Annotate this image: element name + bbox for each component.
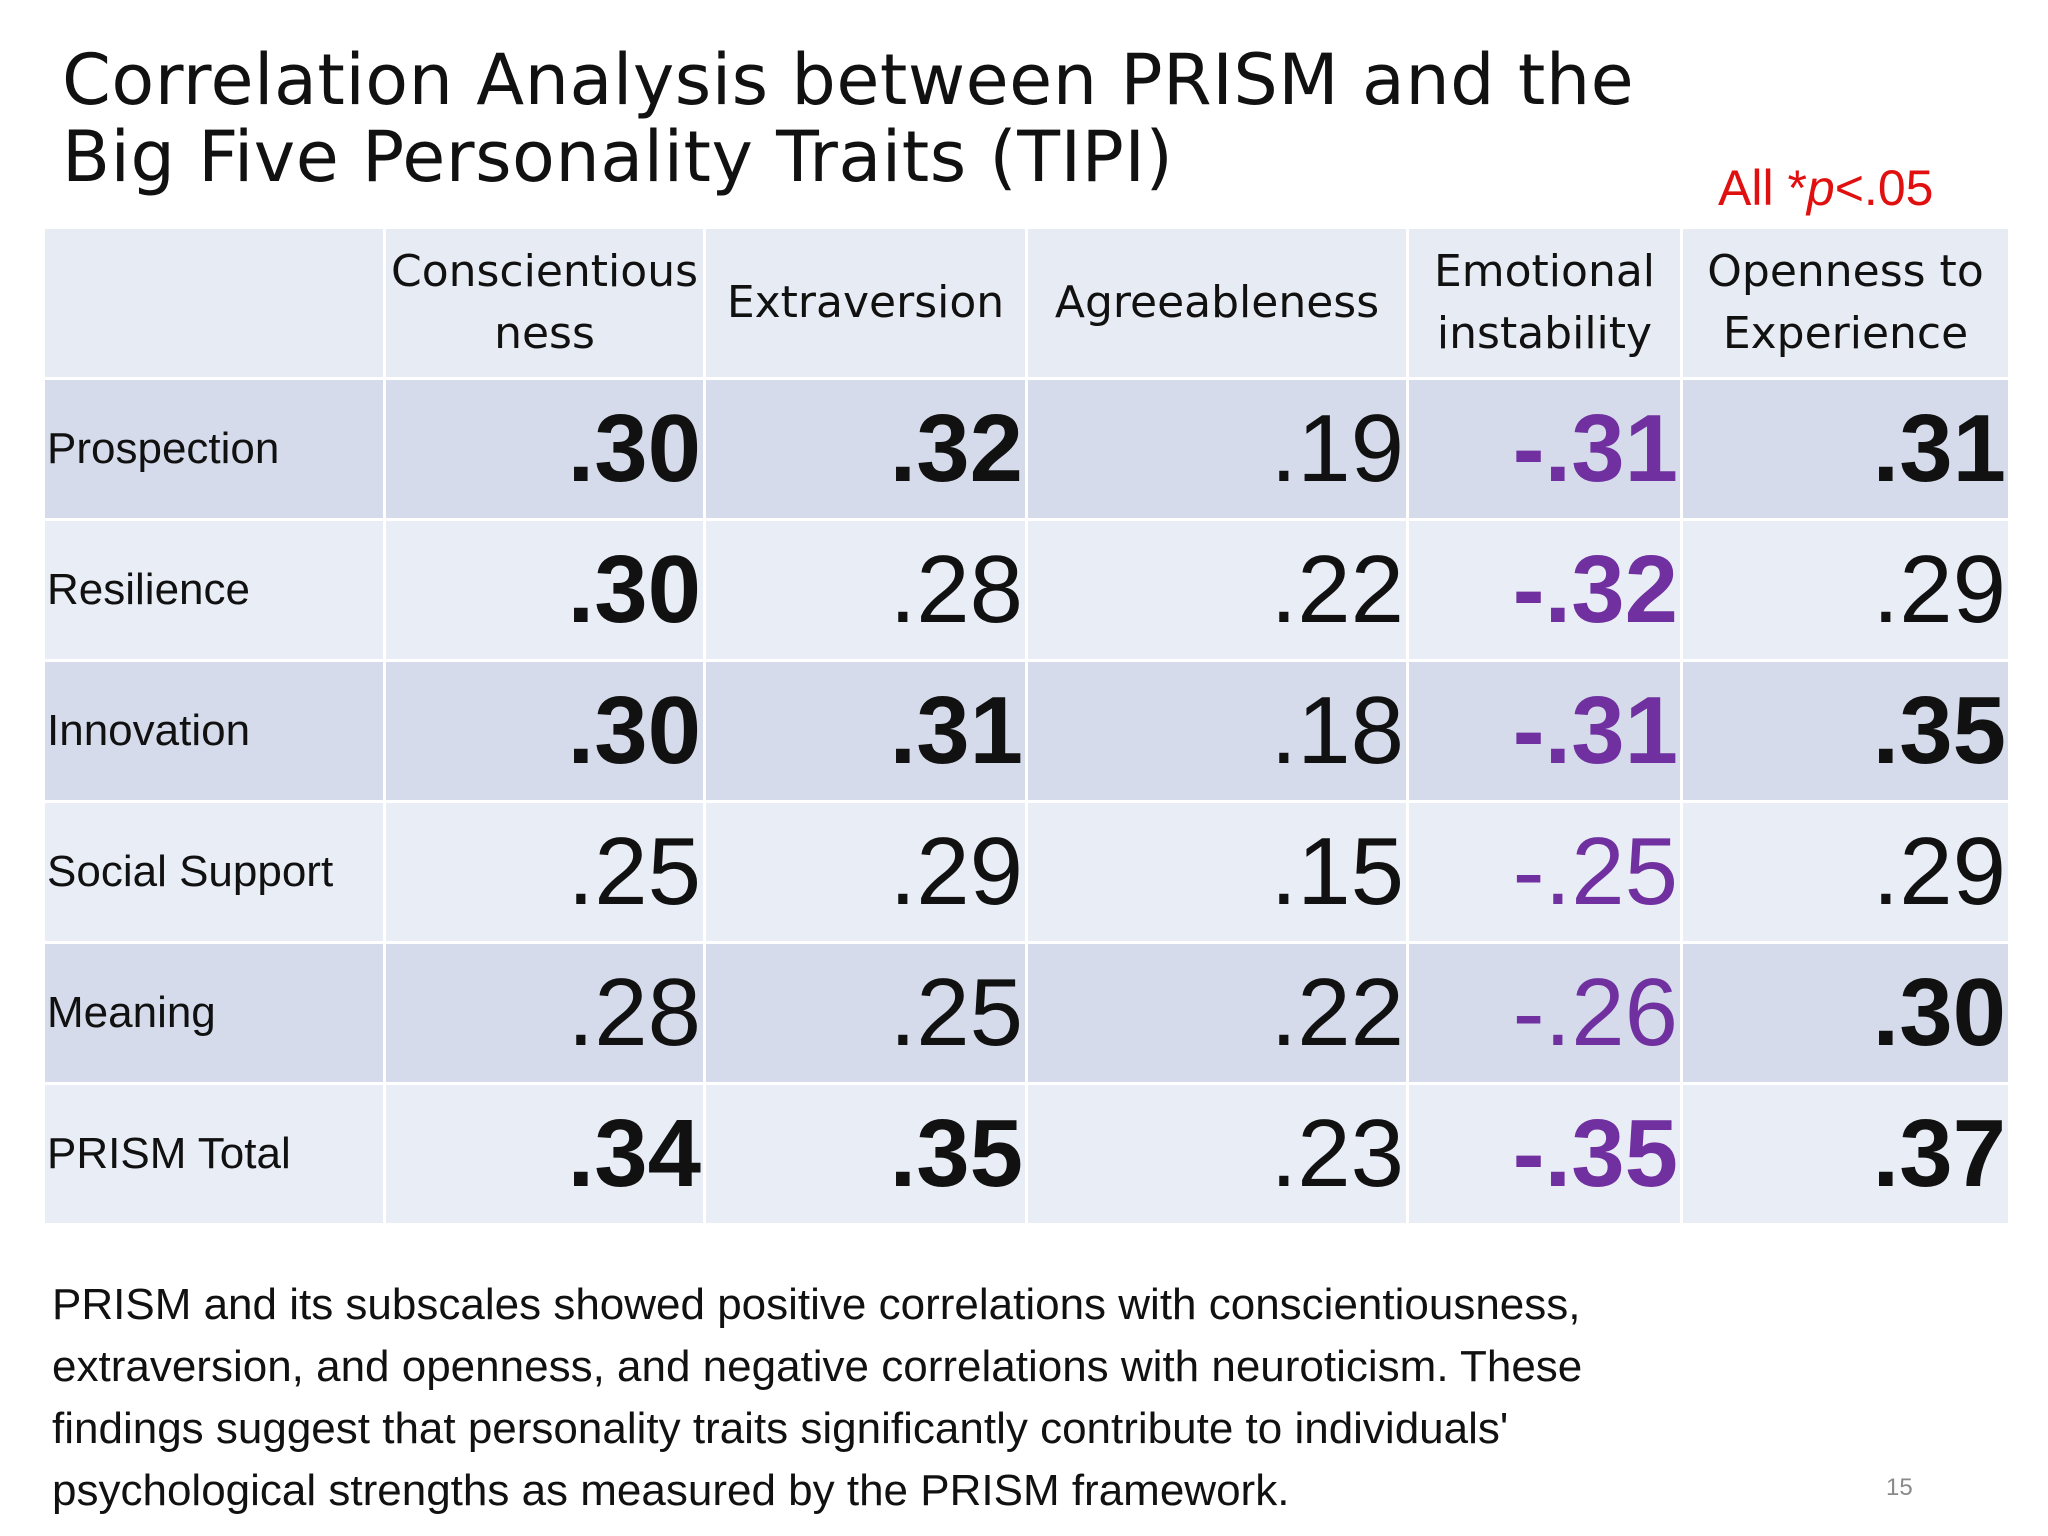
correlation-value-cell: -.25 xyxy=(1406,800,1683,944)
correlation-value-cell: -.35 xyxy=(1406,1082,1683,1226)
summary-line: psychological strengths as measured by t… xyxy=(52,1466,1290,1515)
significance-note-p: p xyxy=(1806,160,1835,216)
correlation-value-cell: .28 xyxy=(703,518,1028,662)
correlation-value-cell: .15 xyxy=(1025,800,1409,944)
table-row: Social Support .25.29.15 -.25.29 xyxy=(42,800,2011,944)
correlation-value-cell: .30 xyxy=(383,518,706,662)
correlation-value-cell: .28 xyxy=(383,941,706,1085)
correlation-value-cell: .19 xyxy=(1025,377,1409,521)
column-header-line: Conscientious xyxy=(390,246,699,297)
row-label: Social Support xyxy=(42,800,386,944)
correlation-value-cell: .30 xyxy=(1680,941,2011,1085)
table-row: Resilience .30.28.22 -.32.29 xyxy=(42,518,2011,662)
correlation-value-cell: .35 xyxy=(1680,659,2011,803)
table-row: Meaning .28.25.22 -.26.30 xyxy=(42,941,2011,1085)
table-header-row: Conscientious ness Extraversion Agreeabl… xyxy=(42,226,2011,380)
correlation-value-cell: .30 xyxy=(383,659,706,803)
correlation-value-cell: -.26 xyxy=(1406,941,1683,1085)
column-header: Extraversion xyxy=(703,226,1028,380)
header-corner-cell xyxy=(42,226,386,380)
correlation-value-cell: -.31 xyxy=(1406,659,1683,803)
slide-title: Correlation Analysis between PRISM and t… xyxy=(62,42,1634,196)
column-header-line: Emotional xyxy=(1433,246,1656,297)
column-header-line: Extraversion xyxy=(726,277,1005,328)
correlation-value-cell: .18 xyxy=(1025,659,1409,803)
correlation-value-cell: .29 xyxy=(703,800,1028,944)
column-header-line: Experience xyxy=(1722,308,1969,359)
correlation-value-cell: .22 xyxy=(1025,518,1409,662)
row-label: Meaning xyxy=(42,941,386,1085)
summary-line: extraversion, and openness, and negative… xyxy=(52,1342,1583,1391)
column-header: Openness to Experience xyxy=(1680,226,2011,380)
column-header: Agreeableness xyxy=(1025,226,1409,380)
column-header-line: Openness to xyxy=(1707,246,1984,297)
summary-line: PRISM and its subscales showed positive … xyxy=(52,1280,1581,1329)
column-header-line: instability xyxy=(1436,308,1653,359)
column-header: Emotional instability xyxy=(1406,226,1683,380)
table-row: Prospection .30.32.19 -.31.31 xyxy=(42,377,2011,521)
significance-note-suffix: <.05 xyxy=(1834,160,1934,216)
significance-note: All *p<.05 xyxy=(1718,158,1933,218)
correlation-table: Conscientious ness Extraversion Agreeabl… xyxy=(42,226,2011,1226)
correlation-value-cell: -.32 xyxy=(1406,518,1683,662)
correlation-value-cell: .32 xyxy=(703,377,1028,521)
column-header-line: ness xyxy=(494,308,595,359)
summary-text: PRISM and its subscales showed positive … xyxy=(52,1274,1792,1522)
slide-title-line: Big Five Personality Traits (TIPI) xyxy=(62,116,1174,198)
slide-title-line: Correlation Analysis between PRISM and t… xyxy=(62,39,1635,121)
correlation-value-cell: -.31 xyxy=(1406,377,1683,521)
correlation-value-cell: .23 xyxy=(1025,1082,1409,1226)
correlation-value-cell: .31 xyxy=(703,659,1028,803)
row-label: Resilience xyxy=(42,518,386,662)
correlation-value-cell: .29 xyxy=(1680,800,2011,944)
correlation-value-cell: .25 xyxy=(383,800,706,944)
correlation-value-cell: .30 xyxy=(383,377,706,521)
significance-note-prefix: All * xyxy=(1718,160,1807,216)
column-header-line: Agreeableness xyxy=(1054,277,1380,328)
correlation-value-cell: .22 xyxy=(1025,941,1409,1085)
table-row: PRISM Total .34.35.23 -.35.37 xyxy=(42,1082,2011,1226)
page-number: 15 xyxy=(1886,1474,1913,1501)
row-label: Innovation xyxy=(42,659,386,803)
column-header: Conscientious ness xyxy=(383,226,706,380)
correlation-value-cell: .34 xyxy=(383,1082,706,1226)
correlation-value-cell: .31 xyxy=(1680,377,2011,521)
correlation-value-cell: .37 xyxy=(1680,1082,2011,1226)
correlation-value-cell: .29 xyxy=(1680,518,2011,662)
row-label: PRISM Total xyxy=(42,1082,386,1226)
row-label: Prospection xyxy=(42,377,386,521)
table-body: Prospection .30.32.19 -.31.31 Resilience .30… xyxy=(42,377,2011,1226)
summary-line: findings suggest that personality traits… xyxy=(52,1404,1509,1453)
table-row: Innovation .30.31.18 -.31.35 xyxy=(42,659,2011,803)
correlation-value-cell: .25 xyxy=(703,941,1028,1085)
correlation-value-cell: .35 xyxy=(703,1082,1028,1226)
